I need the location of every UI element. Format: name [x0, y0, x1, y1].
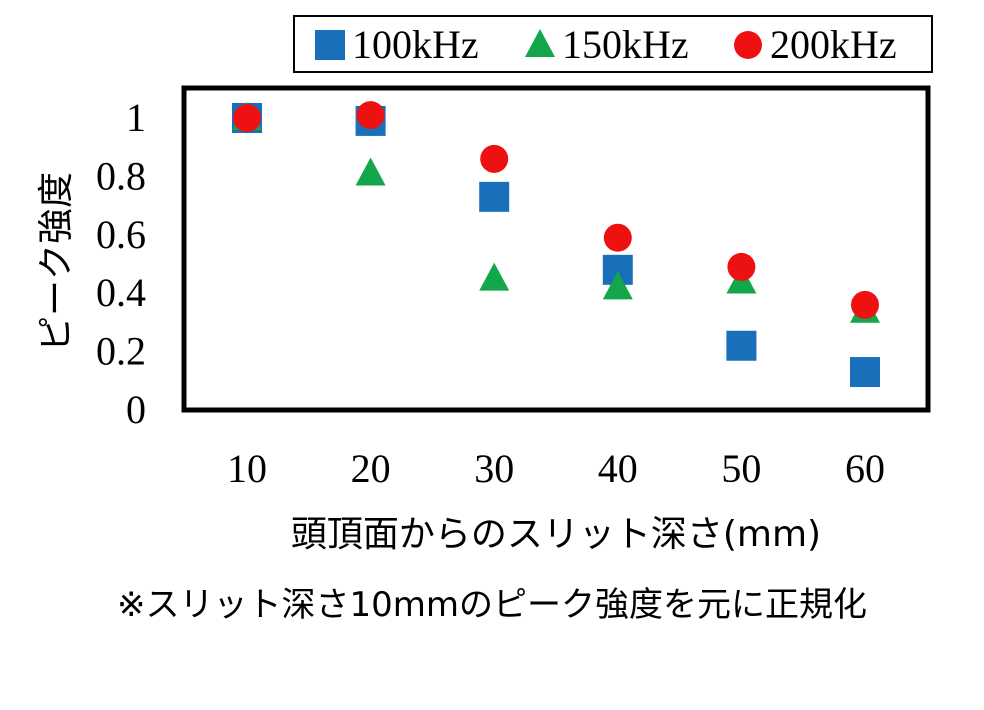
- legend-item-100kHz: 100kHz: [315, 22, 479, 67]
- x-tick-labels: 10 20 30 40 50 60: [227, 446, 885, 491]
- legend-label-100kHz: 100kHz: [352, 22, 479, 67]
- point-200kHz-50: [727, 252, 756, 281]
- y-tick-label: 0: [126, 387, 146, 432]
- legend-box: [293, 15, 933, 73]
- y-tick-labels: 0 0.2 0.4 0.6 0.8 1: [96, 95, 146, 432]
- x-tick-label: 20: [351, 446, 391, 491]
- x-tick-label: 60: [845, 446, 885, 491]
- point-150kHz-20: [355, 157, 386, 186]
- point-150kHz-30: [479, 262, 510, 291]
- x-tick-label: 40: [598, 446, 638, 491]
- point-200kHz-10: [233, 104, 261, 132]
- x-tick-label: 10: [227, 446, 267, 491]
- point-150kHz-40: [602, 271, 633, 300]
- legend-marker-150kHz: [525, 29, 555, 57]
- x-tick-label: 30: [474, 446, 514, 491]
- point-200kHz-20: [356, 101, 385, 130]
- y-tick-label: 0.8: [96, 153, 146, 198]
- legend-marker-200kHz: [734, 31, 762, 59]
- x-tick-label: 50: [721, 446, 761, 491]
- y-axis-title: ピーク強度: [36, 172, 77, 352]
- y-tick-label: 0.2: [96, 329, 146, 374]
- y-tick-label: 1: [126, 95, 146, 140]
- plot-frame: [181, 85, 931, 413]
- point-200kHz-30: [480, 144, 509, 173]
- series-200kHz: [233, 101, 879, 319]
- legend: 100kHz 150kHz 200kHz: [293, 15, 933, 73]
- point-200kHz-60: [851, 290, 879, 319]
- x-axis-title: 頭頂面からのスリット深さ(mm): [291, 514, 821, 555]
- point-100kHz-60: [850, 357, 880, 388]
- y-tick-label: 0.6: [96, 212, 146, 257]
- data-points: [232, 101, 880, 388]
- legend-label-200kHz: 200kHz: [770, 22, 897, 67]
- point-100kHz-30: [479, 181, 510, 212]
- legend-item-150kHz: 150kHz: [525, 22, 689, 67]
- legend-label-150kHz: 150kHz: [562, 22, 689, 67]
- point-100kHz-50: [726, 330, 757, 361]
- point-200kHz-40: [603, 223, 632, 252]
- legend-item-200kHz: 200kHz: [734, 22, 897, 67]
- legend-marker-100kHz: [315, 30, 345, 60]
- y-tick-label: 0.4: [96, 270, 146, 315]
- normalization-note: ※スリット深さ10mmのピーク強度を元に正規化: [117, 585, 867, 625]
